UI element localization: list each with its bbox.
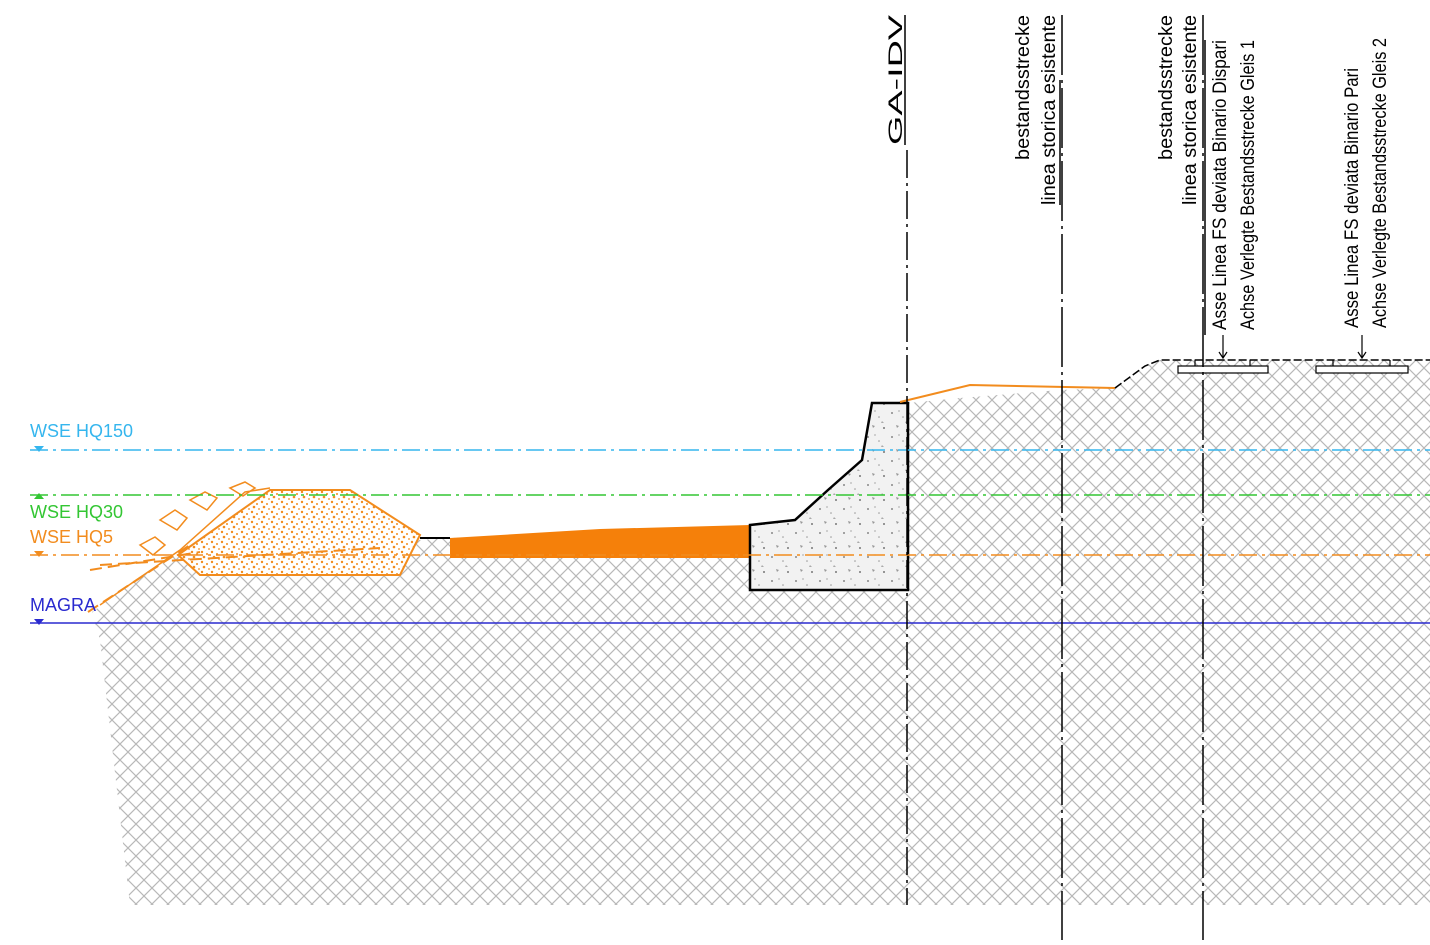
axis-label: Achse Verlegte Bestandsstrecke Gleis 1 bbox=[1238, 40, 1259, 330]
wall bbox=[748, 401, 910, 592]
rails bbox=[1177, 335, 1409, 374]
water-level-label: WSE HQ5 bbox=[30, 527, 113, 547]
levee bbox=[176, 489, 422, 576]
axis-label: linea storica esistente bbox=[1180, 15, 1201, 205]
axis-label: bestandsstrecke bbox=[1013, 15, 1034, 160]
axis-label: linea storica esistente bbox=[1039, 15, 1060, 205]
topsoil bbox=[899, 383, 1116, 403]
slab bbox=[450, 525, 750, 558]
water-level-label: WSE HQ30 bbox=[30, 502, 123, 522]
water-lines bbox=[30, 449, 1430, 624]
axis-label: Asse Linea FS deviata Binario Pari bbox=[1342, 68, 1363, 328]
axis-label: bestandsstrecke bbox=[1156, 15, 1177, 160]
level-markers bbox=[34, 446, 44, 625]
slope-line bbox=[87, 544, 381, 613]
water-level-label: WSE HQ150 bbox=[30, 421, 133, 441]
axis-label: Achse Verlegte Bestandsstrecke Gleis 2 bbox=[1370, 38, 1391, 328]
axis-label: GA-IDV bbox=[886, 14, 907, 145]
ground bbox=[92, 360, 1430, 905]
water-level-label: MAGRA bbox=[30, 595, 96, 615]
axis-lines bbox=[904, 15, 1206, 940]
riprap bbox=[99, 481, 271, 606]
axis-label: Asse Linea FS deviata Binario Dispari bbox=[1210, 40, 1231, 330]
track-bed bbox=[1114, 359, 1430, 389]
